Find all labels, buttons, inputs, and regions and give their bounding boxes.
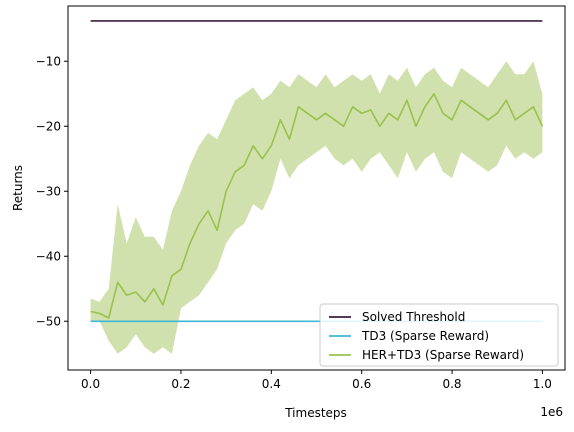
x-axis-offset-label: 1e6	[540, 405, 563, 419]
y-tick-label: −10	[36, 54, 61, 68]
legend-label: HER+TD3 (Sparse Reward)	[362, 348, 524, 362]
series-band-2	[90, 61, 543, 354]
legend-label: Solved Threshold	[362, 310, 465, 324]
x-tick-label: 0.8	[442, 377, 461, 391]
legend: Solved Threshold TD3 (Sparse Reward) HER+T…	[319, 303, 559, 367]
x-tick-label: 0.0	[81, 377, 100, 391]
x-tick-label: 0.4	[262, 377, 281, 391]
legend-label: TD3 (Sparse Reward)	[361, 329, 489, 343]
x-axis: 0.0 0.2 0.4 0.6 0.8 1.0	[81, 370, 552, 391]
plot-frame	[67, 5, 566, 371]
legend-box	[319, 303, 559, 367]
x-tick-label: 0.2	[171, 377, 190, 391]
y-axis-label: Returns	[11, 165, 25, 211]
x-tick-label: 0.6	[352, 377, 371, 391]
y-tick-label: −50	[36, 314, 61, 328]
y-tick-label: −20	[36, 119, 61, 133]
y-axis: −50 −40 −30 −20 −10	[36, 54, 68, 328]
x-axis-label: Timesteps	[284, 406, 347, 420]
x-tick-label: 1.0	[533, 377, 552, 391]
series-line-2	[90, 93, 544, 319]
y-tick-label: −30	[36, 184, 61, 198]
y-tick-label: −40	[36, 249, 61, 263]
